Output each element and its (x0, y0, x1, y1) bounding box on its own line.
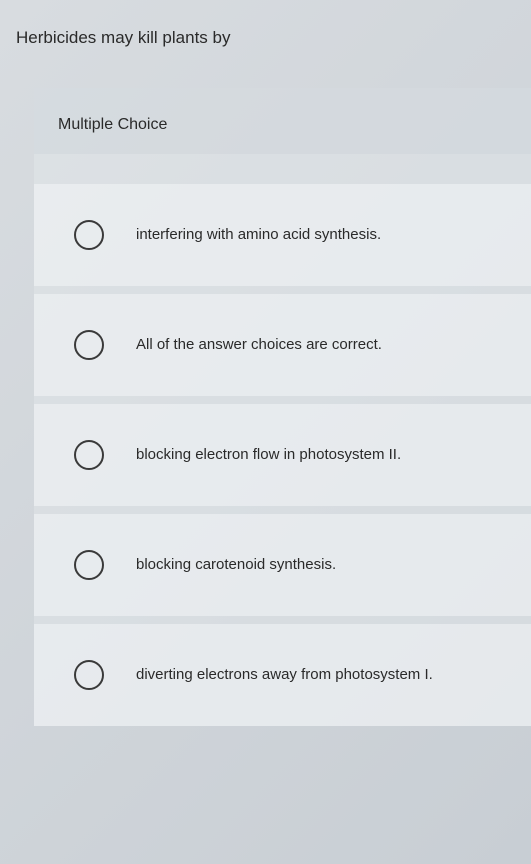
multiple-choice-container: Multiple Choice interfering with amino a… (34, 88, 531, 726)
option-row[interactable]: blocking carotenoid synthesis. (34, 514, 531, 616)
radio-unchecked-icon (74, 330, 104, 360)
question-header: Herbicides may kill plants by (0, 0, 531, 88)
options-list: interfering with amino acid synthesis. A… (34, 154, 531, 726)
option-label: All of the answer choices are correct. (136, 335, 382, 355)
section-title: Multiple Choice (58, 116, 507, 134)
question-text: Herbicides may kill plants by (16, 28, 515, 48)
option-label: blocking carotenoid synthesis. (136, 555, 336, 575)
radio-unchecked-icon (74, 660, 104, 690)
section-header: Multiple Choice (34, 88, 531, 154)
radio-unchecked-icon (74, 550, 104, 580)
option-row[interactable]: All of the answer choices are correct. (34, 294, 531, 396)
option-row[interactable]: blocking electron flow in photosystem II… (34, 404, 531, 506)
option-label: interfering with amino acid synthesis. (136, 225, 381, 245)
radio-unchecked-icon (74, 220, 104, 250)
option-label: diverting electrons away from photosyste… (136, 665, 433, 685)
option-row[interactable]: interfering with amino acid synthesis. (34, 184, 531, 286)
option-label: blocking electron flow in photosystem II… (136, 445, 401, 465)
option-row[interactable]: diverting electrons away from photosyste… (34, 624, 531, 726)
radio-unchecked-icon (74, 440, 104, 470)
